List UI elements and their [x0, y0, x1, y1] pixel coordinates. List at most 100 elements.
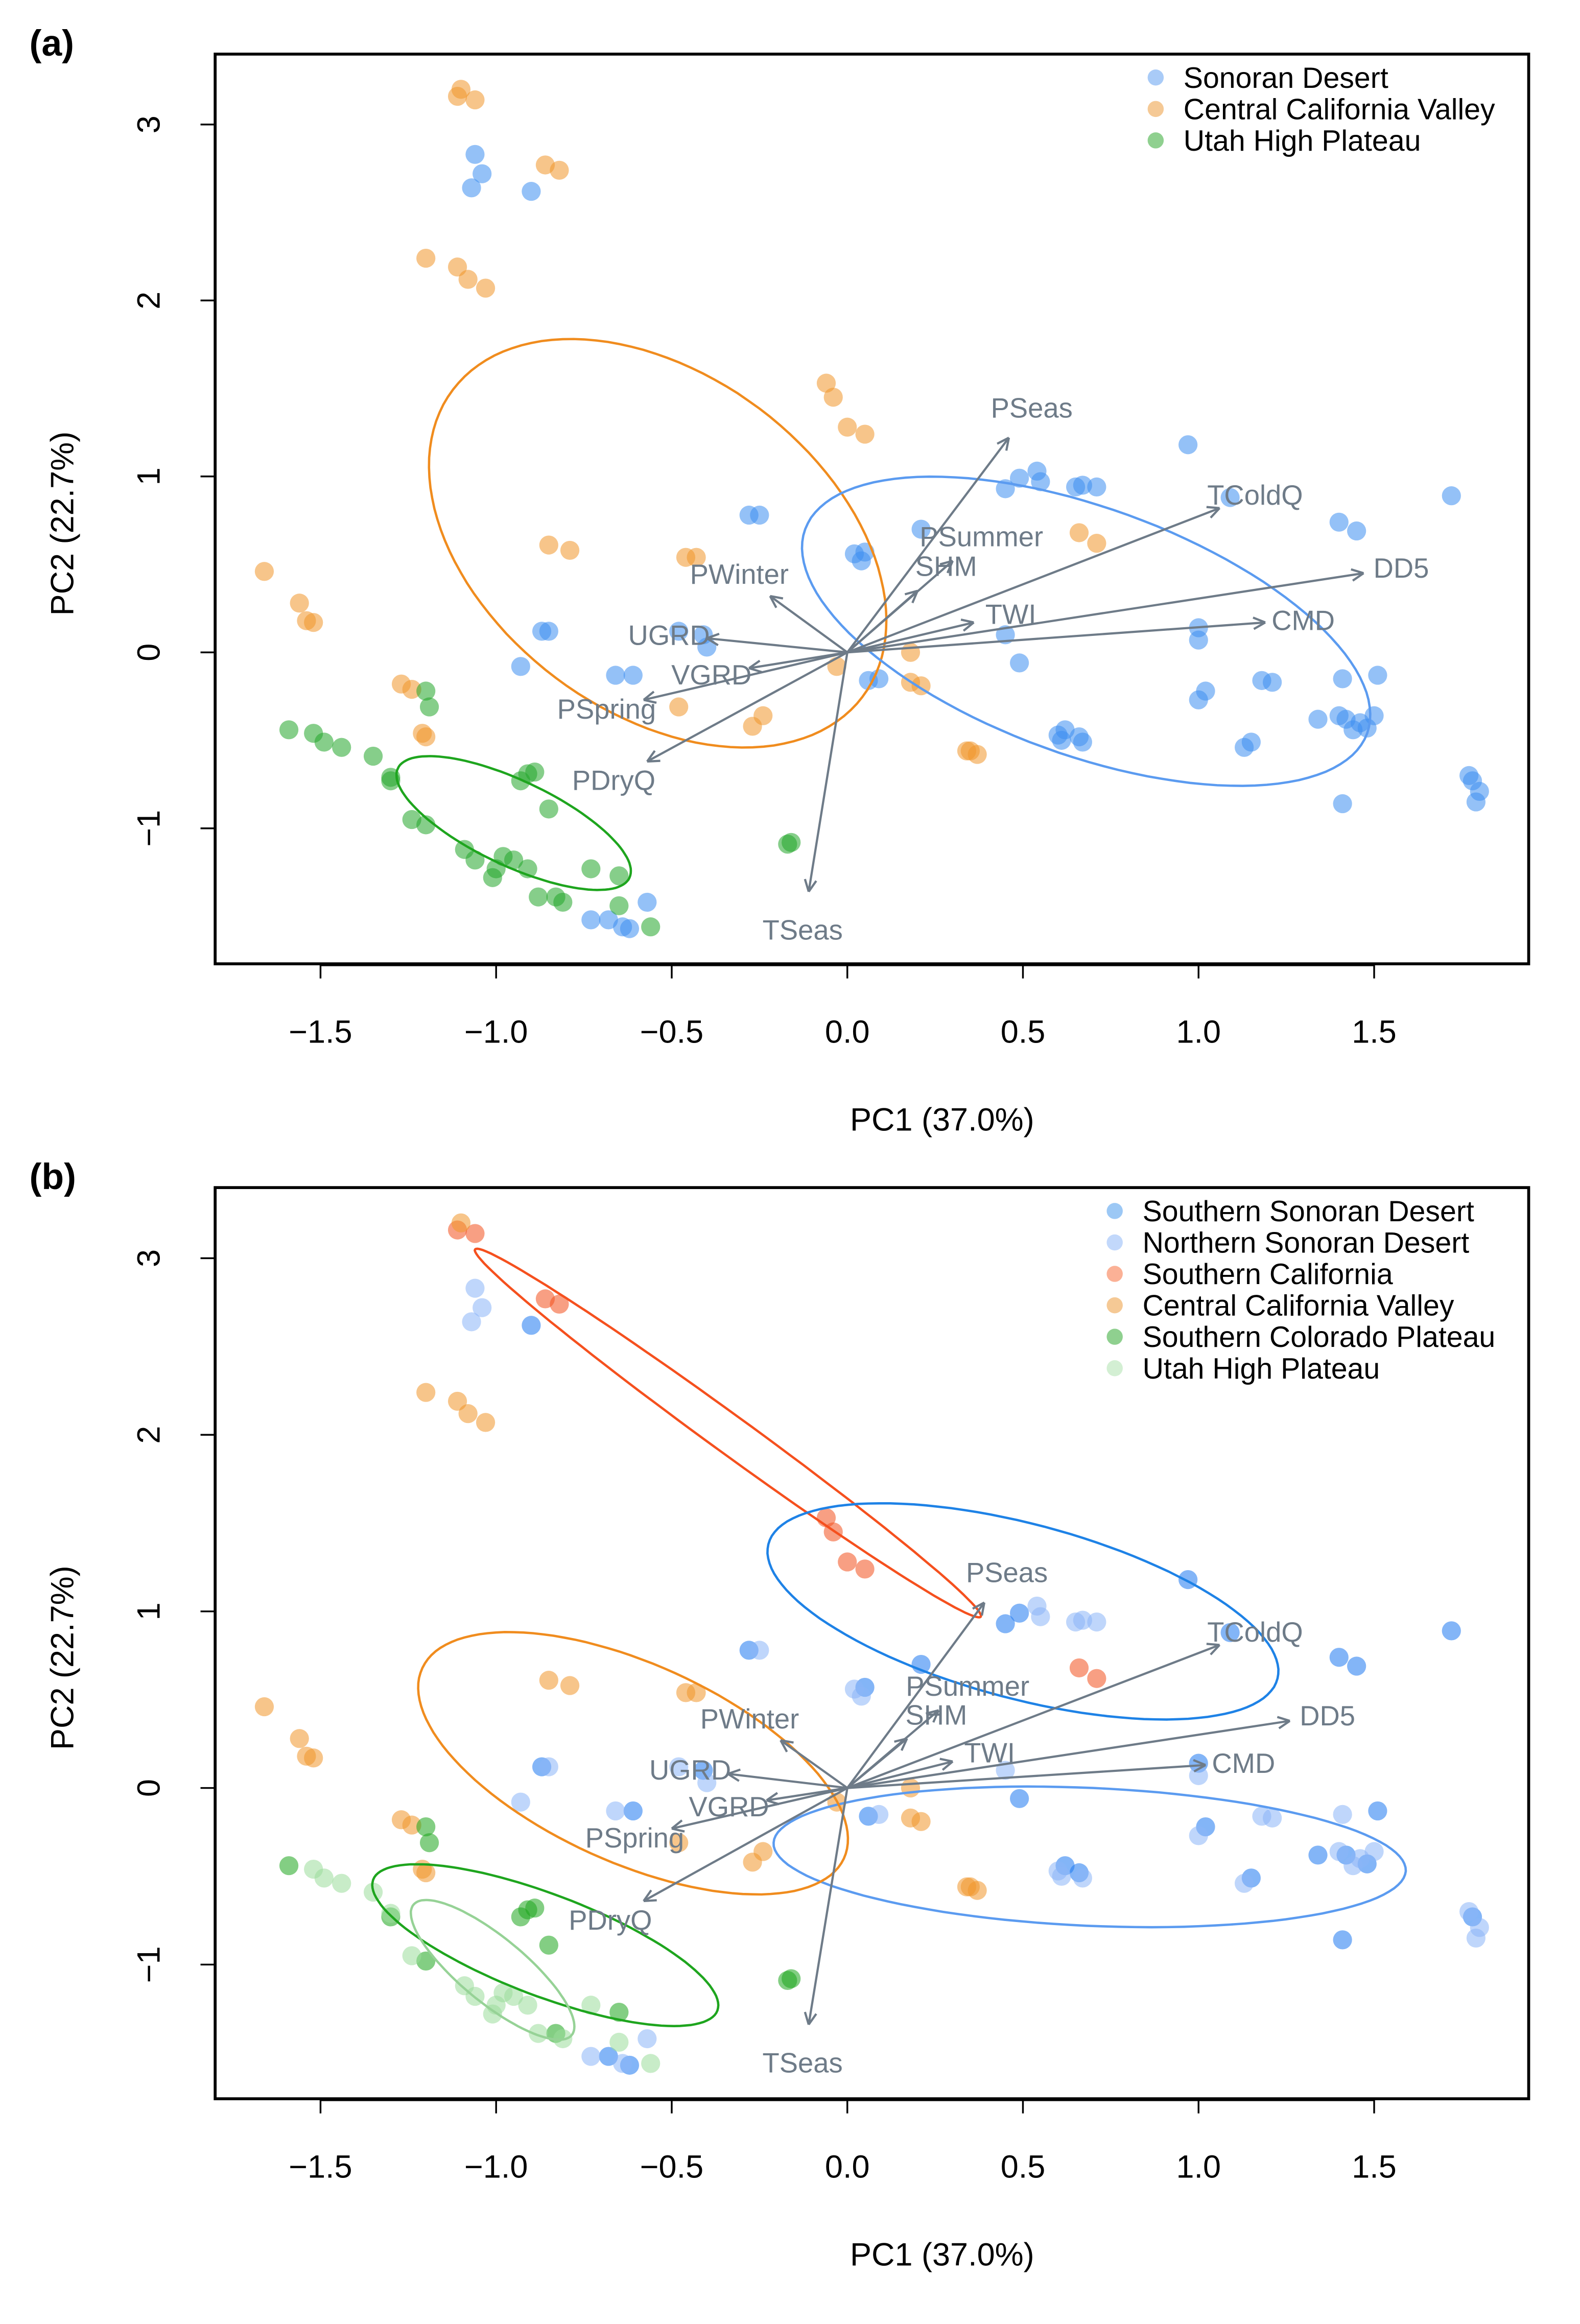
data-point-southern-sonoran-desert — [1333, 1930, 1352, 1950]
data-point-central-california-valley — [901, 1778, 921, 1798]
data-point-northern-sonoran-desert — [669, 1757, 689, 1776]
data-point-northern-sonoran-desert — [750, 1641, 769, 1660]
data-point-northern-sonoran-desert — [613, 2054, 632, 2073]
arrowhead — [1193, 1759, 1206, 1766]
loading-arrow-pdryq: PDryQ — [569, 1787, 848, 1936]
data-point-northern-sonoran-desert — [1087, 1612, 1106, 1632]
data-point-northern-sonoran-desert — [1031, 1607, 1050, 1626]
data-point-utah-high-plateau — [518, 1996, 537, 2015]
data-point-central-california-valley — [960, 741, 980, 761]
data-point-northern-sonoran-desert — [1364, 706, 1384, 725]
arrowhead — [1206, 1643, 1220, 1646]
data-point-utah-high-plateau — [553, 892, 573, 912]
y-axis: −1 0 1 2 3 PC2 (22.7%) — [44, 115, 216, 847]
data-point-utah-high-plateau — [465, 850, 485, 870]
data-point-southern-california — [465, 90, 485, 110]
data-point-northern-sonoran-desert — [1235, 738, 1254, 757]
data-point-central-california-valley — [413, 724, 432, 743]
data-point-utah-high-plateau — [581, 1996, 601, 2015]
arrowhead — [706, 637, 719, 646]
data-point-northern-sonoran-desert — [465, 145, 485, 164]
arrowhead — [643, 1889, 652, 1902]
y-axis-label: PC2 (22.7%) — [44, 432, 80, 616]
data-point-central-california-valley — [416, 1383, 436, 1402]
y-tick-label: 0 — [131, 1779, 167, 1797]
loading-arrow-pdryq: PDryQ — [572, 651, 848, 796]
data-point-central-california-valley — [290, 594, 309, 613]
data-point-utah-high-plateau — [402, 810, 421, 829]
loading-label: PWinter — [690, 559, 789, 590]
loading-label: DD5 — [1300, 1700, 1355, 1732]
data-point-southern-colorado-plateau — [609, 2003, 629, 2022]
loading-label: CMD — [1212, 1748, 1275, 1779]
loading-arrow-cmd: CMD — [847, 605, 1335, 654]
arrowhead — [926, 1709, 939, 1715]
data-point-northern-sonoran-desert — [1263, 673, 1282, 692]
data-point-northern-sonoran-desert — [613, 917, 632, 937]
arrowhead — [748, 667, 762, 673]
data-point-southern-california — [1069, 523, 1089, 542]
data-point-northern-sonoran-desert — [869, 669, 889, 689]
arrowhead — [727, 1773, 740, 1782]
loading-label: UGRD — [628, 620, 710, 651]
data-point-southern-sonoran-desert — [1010, 1603, 1029, 1623]
legend-label: Southern Colorado Plateau — [1143, 1321, 1496, 1354]
data-point-central-california-valley — [447, 257, 467, 277]
data-point-northern-sonoran-desert — [1459, 1902, 1479, 1922]
x-tick-label: 1.5 — [1352, 2149, 1397, 2185]
loading-arrow-tcoldq: TColdQ — [846, 480, 1303, 654]
data-point-northern-sonoran-desert — [511, 1792, 530, 1812]
data-point-southern-california — [855, 424, 875, 444]
x-tick-label: 0.0 — [825, 1014, 870, 1050]
data-point-southern-california — [855, 1559, 875, 1579]
loading-label: TSeas — [763, 914, 843, 945]
arrowhead — [646, 750, 656, 763]
arrowhead — [980, 1602, 985, 1616]
arrowhead — [1351, 568, 1364, 575]
legend-marker — [1147, 101, 1164, 117]
loading-arrow-pspring: PSpring — [585, 1787, 848, 1854]
y-tick-label: 1 — [131, 1602, 167, 1620]
data-point-central-california-valley — [458, 1404, 478, 1424]
data-point-northern-sonoran-desert — [1343, 720, 1363, 740]
x-axis-label: PC1 (37.0%) — [850, 1102, 1034, 1137]
loading-arrow-psummer: PSummer — [846, 521, 1043, 653]
data-point-southern-colorado-plateau — [539, 799, 558, 819]
data-point-northern-sonoran-desert — [1263, 1808, 1282, 1828]
data-point-southern-california — [1069, 1658, 1089, 1678]
loading-label: PDryQ — [572, 765, 655, 796]
arrowhead — [643, 1899, 657, 1902]
data-point-northern-sonoran-desert — [1073, 1610, 1092, 1630]
data-point-northern-sonoran-desert — [581, 910, 601, 930]
loading-label: VGRD — [689, 1791, 769, 1822]
ellipse-southern-sonoran-desert — [766, 1502, 1280, 1721]
y-tick-label: 0 — [131, 644, 167, 661]
loading-arrow-tcoldq: TColdQ — [846, 1617, 1303, 1789]
data-point-utah-high-plateau — [314, 732, 334, 752]
arrowhead — [1005, 437, 1010, 451]
loading-arrow-dd5: DD5 — [847, 1700, 1355, 1789]
data-point-central-california-valley — [669, 1833, 689, 1853]
arrowhead — [1253, 621, 1266, 630]
data-point-southern-sonoran-desert — [1010, 468, 1029, 488]
loading-arrow-ugrd: UGRD — [649, 1754, 847, 1789]
data-point-southern-sonoran-desert — [1308, 709, 1328, 729]
data-point-southern-sonoran-desert — [1220, 1623, 1240, 1642]
x-tick-label: −0.5 — [640, 1014, 703, 1050]
legend-marker — [1106, 1234, 1123, 1251]
legend-label: Central California Valley — [1184, 93, 1495, 126]
data-point-southern-sonoran-desert — [1368, 666, 1387, 685]
y-tick-label: 3 — [131, 115, 167, 133]
arrowhead — [1277, 1716, 1290, 1722]
y-tick-label: −1 — [131, 810, 167, 847]
loading-arrow-cmd: CMD — [847, 1748, 1275, 1789]
data-point-northern-sonoran-desert — [539, 1757, 558, 1776]
data-point-central-california-valley — [304, 613, 323, 632]
data-point-northern-sonoran-desert — [1333, 1805, 1352, 1824]
data-point-southern-sonoran-desert — [1308, 1845, 1328, 1865]
data-point-southern-colorado-plateau — [539, 1935, 558, 1955]
x-axis: −1.5 −1.0 −0.5 0.0 0.5 1.0 1.5 PC1 (37.0%) — [289, 964, 1397, 1137]
data-point-northern-sonoran-desert — [539, 622, 558, 641]
arrowhead — [808, 880, 817, 892]
